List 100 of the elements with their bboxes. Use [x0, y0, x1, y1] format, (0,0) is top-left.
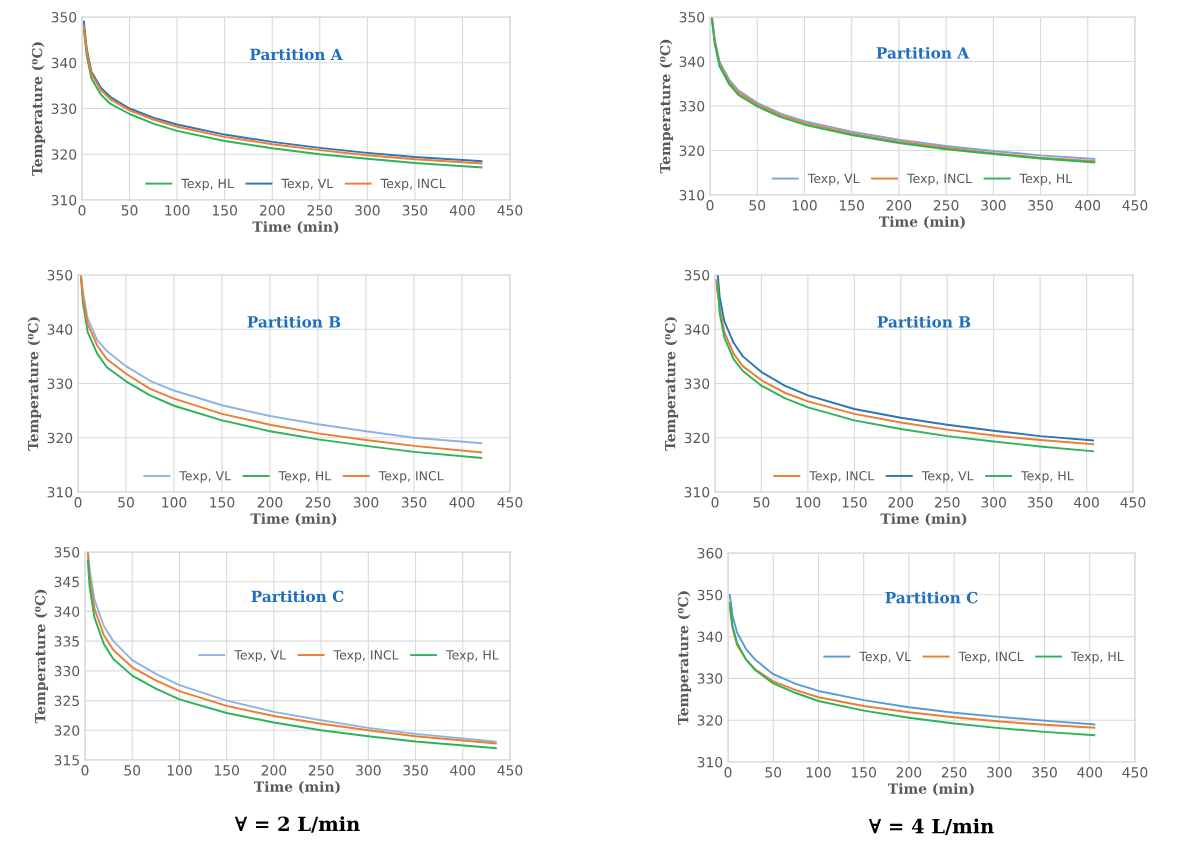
x-tick-label: 150: [212, 205, 237, 216]
x-tick-label: 150: [851, 767, 876, 778]
x-tick-label: 100: [806, 767, 831, 778]
x-tick-label: 350: [1028, 200, 1053, 211]
y-tick-label: 330: [47, 378, 73, 389]
x-tick-label: 450: [1122, 200, 1148, 211]
x-tick-label: 300: [353, 497, 379, 508]
legend-label: Texp, HL: [1071, 651, 1124, 664]
x-tick-label: 0: [711, 497, 719, 508]
x-axis-title: Time (min): [879, 216, 965, 229]
y-tick-label: 350: [684, 269, 710, 281]
y-axis-title: Temperature (⁰C): [31, 42, 46, 176]
x-tick-label: 400: [1075, 200, 1101, 211]
x-tick-label: 200: [896, 767, 922, 778]
x-tick-label: 350: [1027, 497, 1053, 508]
x-tick-label: 50: [118, 497, 134, 508]
legend-label: Texp, INCL: [378, 471, 444, 483]
x-tick-label: 50: [765, 767, 782, 778]
x-tick-label: 450: [497, 765, 523, 776]
y-tick-label: 335: [54, 636, 79, 647]
x-tick-label: 100: [796, 497, 821, 508]
y-tick-label: 340: [679, 56, 705, 67]
y-tick-label: 320: [54, 725, 80, 736]
x-tick-label: 250: [934, 497, 960, 508]
x-tick-label: 400: [1077, 767, 1103, 778]
legend-label: Texp, HL: [278, 471, 332, 483]
y-axis-title: Temperature (⁰C): [27, 317, 42, 451]
y-tick-label: 350: [697, 589, 723, 601]
text: Partition A: [876, 46, 970, 59]
legend-label: Texp, HL: [181, 178, 234, 191]
legend-label: Texp, VL: [859, 651, 912, 664]
x-tick-label: 400: [449, 205, 475, 216]
y-tick-label: 310: [684, 486, 710, 498]
y-tick-label: 310: [679, 189, 705, 201]
x-tick-label: 450: [1122, 767, 1148, 778]
y-tick-label: 340: [697, 631, 723, 643]
y-tick-label: 350: [679, 11, 705, 23]
x-tick-label: 200: [259, 205, 285, 216]
y-tick-label: 350: [47, 269, 73, 281]
x-tick-label: 400: [1073, 497, 1099, 508]
y-tick-label: 310: [51, 194, 77, 206]
x-tick-label: 250: [305, 497, 331, 508]
legend-label: Texp, INCL: [907, 173, 972, 186]
x-tick-label: 400: [450, 765, 476, 776]
x-tick-label: 0: [74, 497, 82, 508]
y-tick-label: 325: [54, 695, 79, 707]
y-tick-label: 330: [684, 378, 710, 389]
legend-label: Texp, VL: [179, 471, 232, 483]
y-tick-label: 320: [51, 149, 77, 160]
legend-label: Texp, VL: [807, 173, 860, 186]
x-tick-label: 0: [78, 205, 86, 216]
text: ∀ = 4 L/min: [868, 818, 994, 836]
x-tick-label: 100: [162, 497, 187, 508]
x-tick-label: 200: [261, 765, 287, 776]
x-tick-label: 150: [214, 765, 239, 776]
y-tick-label: 340: [51, 57, 77, 69]
legend-label: Texp, HL: [1021, 471, 1074, 483]
y-tick-label: 345: [54, 576, 79, 588]
y-tick-label: 350: [54, 546, 80, 558]
x-tick-label: 100: [167, 765, 192, 776]
x-tick-label: 50: [753, 497, 770, 508]
x-tick-label: 200: [886, 200, 912, 211]
y-tick-label: 310: [47, 486, 73, 498]
x-tick-label: 150: [842, 497, 867, 508]
x-axis-title: Time (min): [250, 513, 337, 526]
x-tick-label: 0: [724, 767, 732, 778]
x-axis-title: Time (min): [888, 783, 974, 796]
legend-label: Texp, HL: [446, 650, 499, 663]
y-tick-label: 310: [697, 756, 723, 768]
legend-label: Texp, HL: [1019, 173, 1073, 186]
x-tick-label: 50: [121, 205, 138, 216]
x-tick-label: 400: [449, 497, 475, 508]
y-axis-title: Temperature (⁰C): [34, 589, 49, 724]
legend-label: Texp, VL: [234, 650, 287, 663]
x-tick-label: 300: [987, 767, 1012, 778]
x-axis-title: Time (min): [252, 221, 339, 234]
y-tick-label: 350: [51, 11, 77, 23]
y-tick-label: 320: [684, 432, 710, 444]
y-tick-label: 330: [697, 673, 723, 684]
x-tick-label: 50: [124, 765, 141, 776]
y-tick-label: 360: [697, 547, 723, 559]
x-tick-label: 450: [1120, 497, 1146, 508]
x-tick-label: 0: [706, 200, 714, 211]
x-tick-label: 300: [981, 497, 1006, 508]
x-tick-label: 350: [402, 205, 428, 216]
x-tick-label: 100: [165, 205, 190, 216]
legend-label: Texp, INCL: [380, 178, 446, 191]
x-tick-label: 250: [308, 765, 334, 776]
text: Partition B: [877, 315, 971, 328]
y-tick-label: 340: [684, 324, 710, 335]
y-tick-label: 330: [679, 100, 705, 112]
x-tick-label: 250: [933, 200, 959, 211]
text: Partition C: [885, 591, 978, 604]
x-tick-label: 300: [355, 205, 380, 216]
x-tick-label: 350: [401, 497, 427, 508]
y-tick-label: 340: [47, 324, 73, 335]
legend-label: Texp, INCL: [333, 650, 399, 663]
x-tick-label: 300: [981, 200, 1006, 211]
y-axis-title: Temperature (⁰C): [677, 591, 692, 725]
y-tick-label: 320: [47, 432, 73, 444]
